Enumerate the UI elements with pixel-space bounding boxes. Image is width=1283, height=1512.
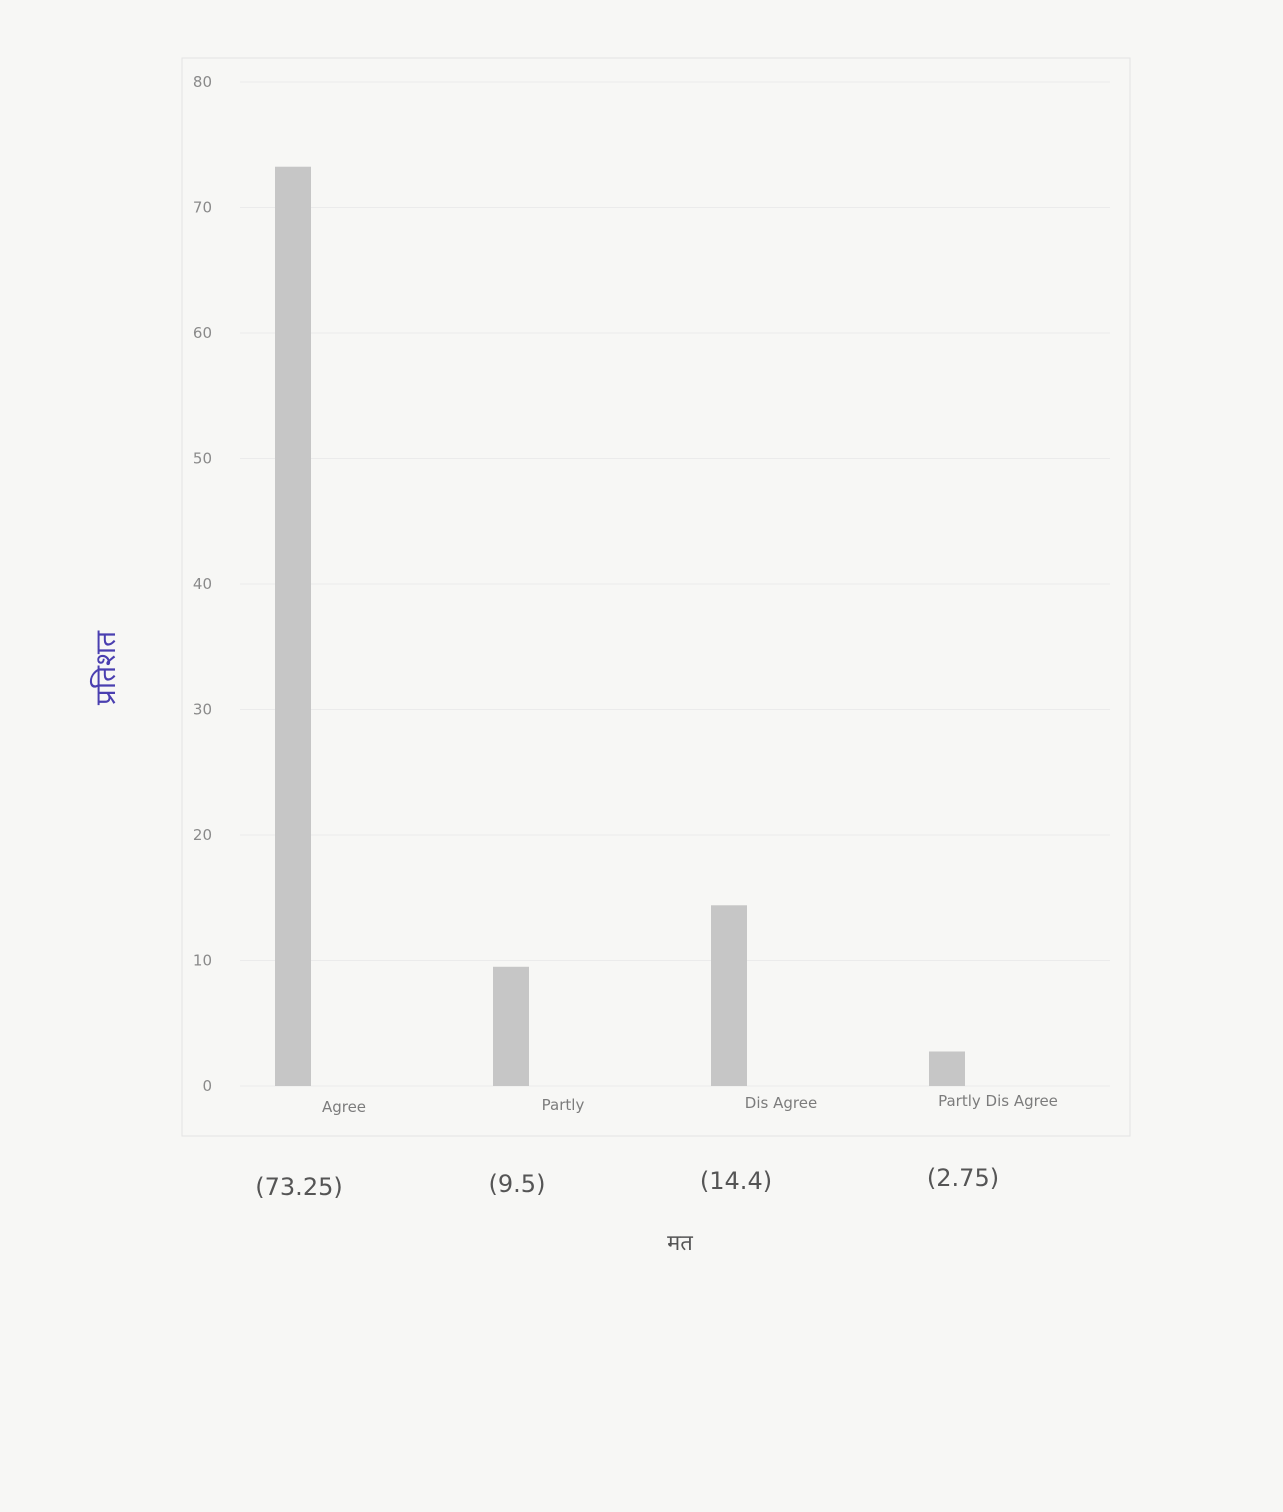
y-tick-label: 80 bbox=[193, 73, 212, 91]
value-label: (14.4) bbox=[700, 1167, 772, 1195]
y-axis-ticks: 0 10 20 30 40 50 60 70 80 bbox=[193, 73, 212, 1095]
value-label: (73.25) bbox=[255, 1173, 342, 1201]
y-tick-label: 40 bbox=[193, 575, 212, 593]
y-axis-title: प्रतिशत bbox=[89, 630, 122, 705]
value-label: (9.5) bbox=[489, 1170, 546, 1198]
bar-partly bbox=[493, 966, 529, 1086]
bar-agree bbox=[275, 166, 311, 1086]
y-tick-label: 30 bbox=[193, 701, 212, 719]
y-tick-label: 60 bbox=[193, 324, 212, 342]
bar-partly-dis-agree bbox=[929, 1051, 965, 1086]
x-axis-category-labels: Agree Partly Dis Agree Partly Dis Agree bbox=[322, 1092, 1058, 1116]
bars bbox=[275, 166, 965, 1086]
chart-frame bbox=[181, 57, 1131, 1137]
y-tick-label: 20 bbox=[193, 826, 212, 844]
y-tick-label: 0 bbox=[202, 1077, 212, 1095]
y-tick-label: 10 bbox=[193, 952, 212, 970]
bar-dis-agree bbox=[711, 905, 747, 1086]
x-category-label: Dis Agree bbox=[745, 1094, 817, 1112]
value-label: (2.75) bbox=[927, 1164, 999, 1192]
gridlines bbox=[240, 81, 1110, 1087]
x-category-label: Agree bbox=[322, 1098, 366, 1116]
x-axis-title: मत bbox=[667, 1231, 693, 1256]
y-tick-label: 70 bbox=[193, 199, 212, 217]
x-category-label: Partly Dis Agree bbox=[938, 1092, 1058, 1110]
y-tick-label: 50 bbox=[193, 450, 212, 468]
x-category-label: Partly bbox=[542, 1096, 585, 1114]
value-labels: (73.25) (9.5) (14.4) (2.75) bbox=[255, 1164, 999, 1201]
